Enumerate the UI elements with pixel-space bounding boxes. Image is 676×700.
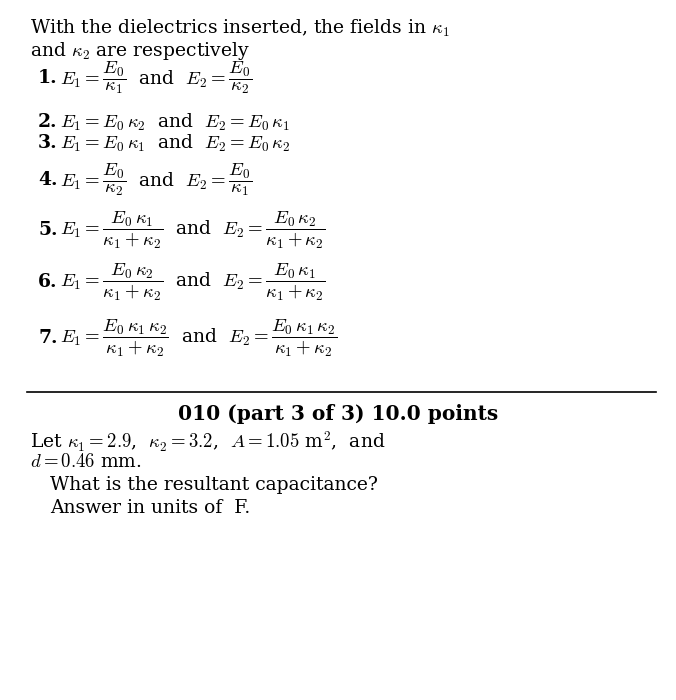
Text: 7.: 7. [38,329,57,347]
Text: Answer in units of  F.: Answer in units of F. [50,499,250,517]
Text: $E_1 = E_0\,\kappa_2$  and  $E_2 = E_0\,\kappa_1$: $E_1 = E_0\,\kappa_2$ and $E_2 = E_0\,\k… [60,111,290,132]
Text: $d = 0.46$ mm.: $d = 0.46$ mm. [30,453,142,471]
Text: 5.: 5. [38,221,57,239]
Text: $E_1 = \dfrac{E_0\,\kappa_2}{\kappa_1+\kappa_2}$  and  $E_2 = \dfrac{E_0\,\kappa: $E_1 = \dfrac{E_0\,\kappa_2}{\kappa_1+\k… [60,261,325,302]
Text: 010 (part 3 of 3) 10.0 points: 010 (part 3 of 3) 10.0 points [178,404,498,424]
Text: and $\kappa_2$ are respectively: and $\kappa_2$ are respectively [30,40,250,62]
Text: Let $\kappa_1 = 2.9$,  $\kappa_2 = 3.2$,  $A = 1.05$ m$^2$,  and: Let $\kappa_1 = 2.9$, $\kappa_2 = 3.2$, … [30,430,385,454]
Text: $E_1 = \dfrac{E_0\,\kappa_1\,\kappa_2}{\kappa_1+\kappa_2}$  and  $E_2 = \dfrac{E: $E_1 = \dfrac{E_0\,\kappa_1\,\kappa_2}{\… [60,317,337,358]
Text: $E_1 = \dfrac{E_0\,\kappa_1}{\kappa_1+\kappa_2}$  and  $E_2 = \dfrac{E_0\,\kappa: $E_1 = \dfrac{E_0\,\kappa_1}{\kappa_1+\k… [60,209,325,251]
Text: $E_1 = \dfrac{E_0}{\kappa_1}$  and  $E_2 = \dfrac{E_0}{\kappa_2}$: $E_1 = \dfrac{E_0}{\kappa_1}$ and $E_2 =… [60,60,252,96]
Text: $E_1 = \dfrac{E_0}{\kappa_2}$  and  $E_2 = \dfrac{E_0}{\kappa_1}$: $E_1 = \dfrac{E_0}{\kappa_2}$ and $E_2 =… [60,162,252,198]
Text: 2.: 2. [38,113,57,131]
Text: What is the resultant capacitance?: What is the resultant capacitance? [50,476,378,494]
Text: With the dielectrics inserted, the fields in $\kappa_1$: With the dielectrics inserted, the field… [30,18,450,39]
Text: 1.: 1. [38,69,57,87]
Text: 3.: 3. [38,134,57,152]
Text: $E_1 = E_0\,\kappa_1$  and  $E_2 = E_0\,\kappa_2$: $E_1 = E_0\,\kappa_1$ and $E_2 = E_0\,\k… [60,132,291,153]
Text: 6.: 6. [38,273,57,291]
Text: 4.: 4. [38,171,57,189]
